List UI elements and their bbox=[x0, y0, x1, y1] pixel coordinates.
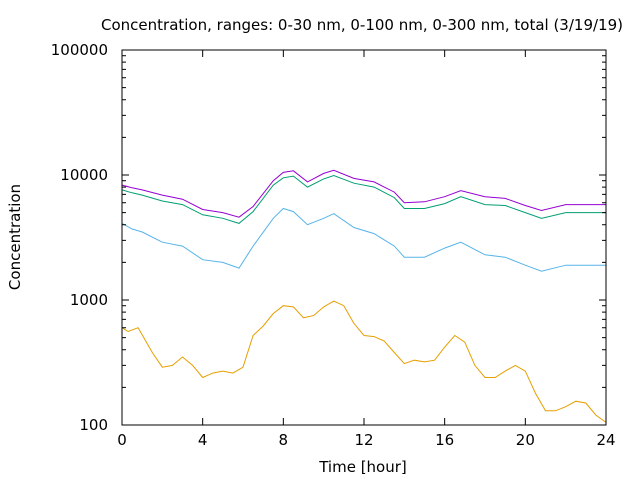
x-tick-label: 8 bbox=[279, 431, 289, 449]
y-tick-label: 10000 bbox=[60, 166, 108, 184]
x-tick-label: 0 bbox=[117, 431, 127, 449]
tick-labels: 0 4 8 12 16 20 24 100 1000 10000 100000 bbox=[51, 41, 616, 449]
y-tick-label: 100 bbox=[79, 416, 108, 434]
series-line-3 bbox=[121, 207, 606, 272]
y-tick-label: 100000 bbox=[51, 41, 108, 59]
y-tick-label: 1000 bbox=[70, 291, 108, 309]
x-tick-label: 4 bbox=[198, 431, 208, 449]
x-tick-label: 12 bbox=[354, 431, 373, 449]
series-line-1 bbox=[121, 169, 606, 218]
y-axis-label: Concentration bbox=[6, 184, 24, 290]
plot-frame bbox=[121, 49, 607, 426]
x-tick-label: 16 bbox=[435, 431, 454, 449]
x-axis-label: Time [hour] bbox=[318, 458, 407, 476]
x-tick-label: 24 bbox=[596, 431, 615, 449]
chart-title: Concentration, ranges: 0-30 nm, 0-100 nm… bbox=[101, 16, 623, 34]
axis-ticks bbox=[121, 49, 607, 426]
x-tick-label: 20 bbox=[516, 431, 535, 449]
series-layer bbox=[121, 169, 607, 423]
series-line-4 bbox=[121, 300, 607, 423]
series-line-2 bbox=[121, 174, 606, 224]
